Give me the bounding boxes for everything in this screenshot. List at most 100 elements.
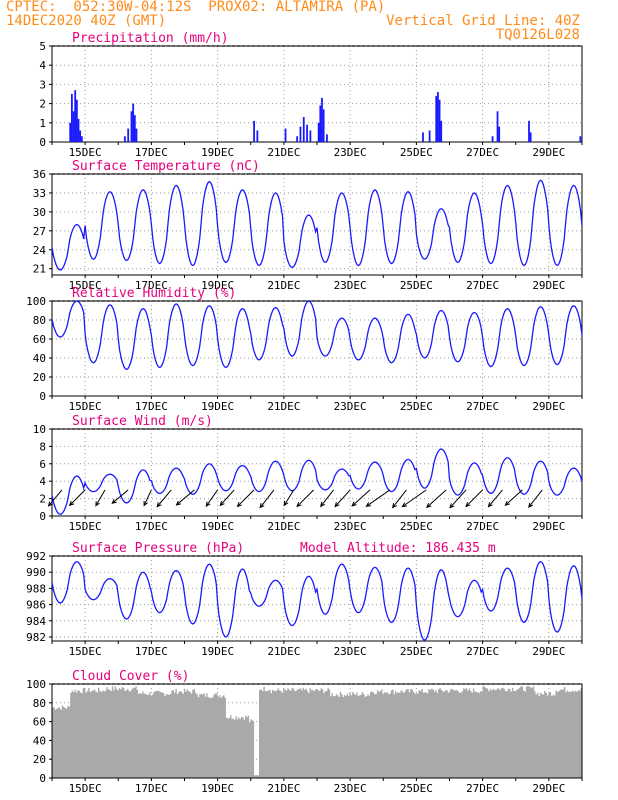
- x-tick-label: 23DEC: [334, 279, 367, 292]
- x-tick-label: 23DEC: [334, 782, 367, 795]
- plot-frame: [51, 555, 583, 642]
- y-tick-label: 20: [33, 371, 46, 384]
- x-tick-label: 15DEC: [69, 279, 102, 292]
- wind-arrow: [487, 489, 503, 508]
- y-tick-label: 80: [33, 697, 46, 710]
- x-tick-label: 25DEC: [400, 400, 433, 413]
- wind-arrow: [259, 489, 275, 509]
- x-tick-label: 19DEC: [201, 645, 234, 658]
- x-tick-label: 21DEC: [267, 279, 300, 292]
- temperature-series: [51, 179, 583, 271]
- x-tick-label: 19DEC: [201, 146, 234, 159]
- x-tick-label: 29DEC: [532, 520, 565, 533]
- wind-arrow: [236, 489, 255, 508]
- wind-arrow: [465, 489, 483, 508]
- x-tick-label: 21DEC: [267, 645, 300, 658]
- cloud-cover-area: [52, 685, 582, 778]
- y-tick-label: 984: [26, 615, 46, 628]
- wind-arrow: [95, 489, 106, 507]
- panel-annotation: Model Altitude: 186.435 m: [300, 541, 496, 556]
- precip-bar: [123, 136, 126, 142]
- wind-arrow: [175, 489, 195, 506]
- y-tick-label: 30: [33, 206, 46, 219]
- y-tick-label: 6: [39, 458, 46, 471]
- x-tick-label: 27DEC: [466, 146, 499, 159]
- x-tick-label: 25DEC: [400, 520, 433, 533]
- precip-bar: [529, 132, 532, 142]
- plot-frame: [51, 173, 583, 276]
- wind-arrow: [426, 489, 447, 509]
- x-tick-label: 29DEC: [532, 645, 565, 658]
- x-tick-label: 15DEC: [69, 782, 102, 795]
- precip-bar: [75, 99, 78, 142]
- x-tick-label: 29DEC: [532, 782, 565, 795]
- precip-bar: [491, 136, 494, 142]
- x-tick-label: 21DEC: [267, 782, 300, 795]
- wind-arrow: [449, 489, 467, 509]
- y-tick-label: 8: [39, 440, 46, 453]
- y-tick-label: 2: [39, 493, 46, 506]
- x-tick-label: 21DEC: [267, 400, 300, 413]
- y-tick-label: 60: [33, 333, 46, 346]
- x-tick-label: 17DEC: [135, 645, 168, 658]
- x-tick-label: 19DEC: [201, 782, 234, 795]
- panel-6: 0 20 40 60 80 100 15DEC 17DEC 19DEC 21DEC 23DEC 25D…: [26, 669, 583, 795]
- plot-frame: [51, 428, 583, 517]
- precip-bar: [319, 105, 322, 142]
- y-tick-label: 40: [33, 734, 46, 747]
- x-tick-label: 15DEC: [69, 645, 102, 658]
- x-tick-label: 17DEC: [135, 520, 168, 533]
- precip-bar: [74, 90, 77, 142]
- header-model-id: TQ0126L028: [495, 27, 580, 43]
- y-tick-label: 60: [33, 716, 46, 729]
- y-tick-label: 0: [39, 510, 46, 523]
- precip-bar: [498, 126, 501, 142]
- wind-arrow: [528, 489, 543, 509]
- panel-5: 982 984 986 988 990 992 15DEC 17DEC 19DEC 21DEC 23…: [26, 541, 583, 658]
- precip-bar: [440, 120, 443, 142]
- precip-bar: [306, 124, 308, 142]
- x-tick-label: 21DEC: [267, 520, 300, 533]
- y-tick-label: 1: [39, 117, 46, 130]
- y-tick-label: 27: [33, 225, 46, 238]
- precip-bar: [309, 130, 312, 142]
- precip-bar: [79, 130, 82, 142]
- wind-arrow: [205, 489, 219, 508]
- x-tick-label: 25DEC: [400, 782, 433, 795]
- panel-1: 0 1 2 3 4 5 15DEC 17DEC 19DEC 21DEC 23DEC 25DEC 27DE…: [39, 31, 583, 159]
- wind-arrow: [401, 489, 427, 508]
- wind-arrow: [296, 489, 315, 508]
- wind-arrow: [320, 489, 334, 508]
- x-tick-label: 27DEC: [466, 520, 499, 533]
- y-tick-label: 982: [26, 631, 46, 644]
- precip-bar: [317, 122, 320, 142]
- precip-bar: [256, 130, 259, 142]
- x-tick-label: 15DEC: [69, 146, 102, 159]
- precip-bar: [302, 117, 305, 142]
- panel-title: Relative Humidity (%): [72, 286, 236, 301]
- wind-arrow: [283, 489, 295, 507]
- wind-arrow: [351, 489, 371, 507]
- x-tick-label: 19DEC: [201, 520, 234, 533]
- wind-arrow: [365, 489, 391, 507]
- x-tick-label: 29DEC: [532, 279, 565, 292]
- precip-bar: [422, 132, 424, 142]
- header-date: 14DEC2020 40Z (GMT): [6, 13, 167, 29]
- y-tick-label: 2: [39, 98, 46, 111]
- panel-title: Surface Pressure (hPa): [72, 541, 244, 556]
- panel-2: 21 24 27 30 33 36 15DEC 17DEC 19DEC 21DEC 23DEC 25D…: [33, 159, 583, 292]
- y-tick-label: 40: [33, 352, 46, 365]
- x-tick-label: 25DEC: [400, 279, 433, 292]
- y-tick-label: 0: [39, 390, 46, 403]
- precip-bar: [438, 99, 441, 142]
- x-tick-label: 27DEC: [466, 782, 499, 795]
- wind-arrow: [47, 489, 63, 507]
- precip-bar: [322, 109, 325, 142]
- precip-bar: [296, 136, 299, 142]
- x-tick-label: 15DEC: [69, 520, 102, 533]
- precip-bar: [435, 95, 438, 142]
- y-tick-label: 100: [26, 678, 46, 691]
- wind-arrow: [219, 489, 235, 507]
- header-station: CPTEC: 052:30W-04:12S PROX02: ALTAMIRA (…: [6, 0, 386, 15]
